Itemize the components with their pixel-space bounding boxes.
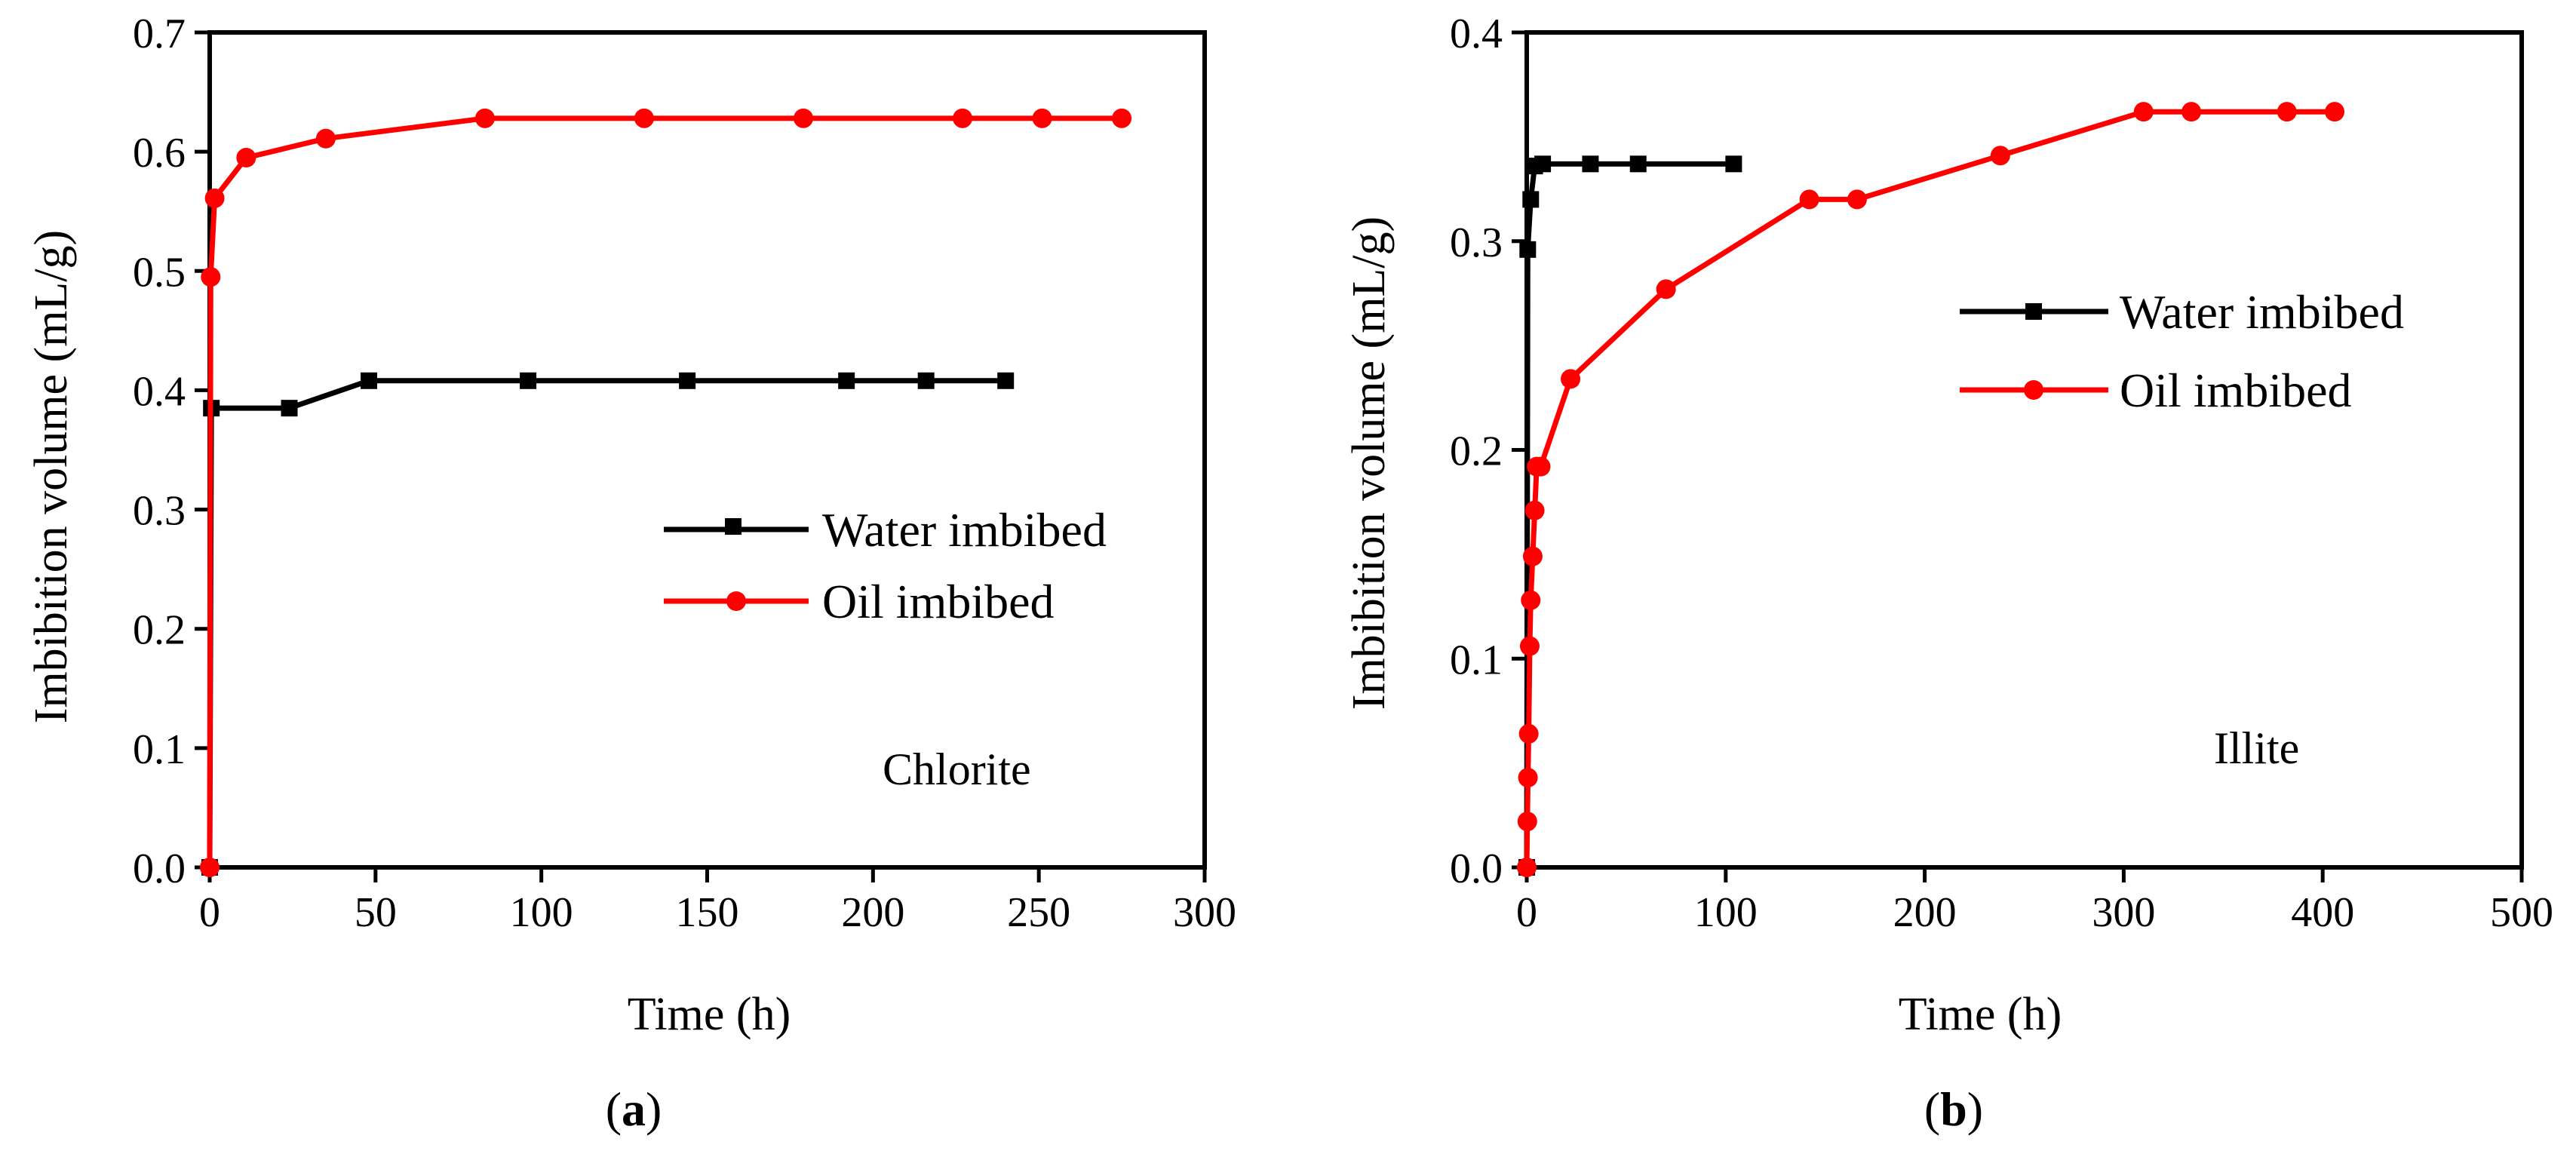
data-point-water-imbibed <box>1522 191 1540 208</box>
data-point-oil-imbibed <box>1518 767 1538 787</box>
data-point-oil-imbibed <box>794 108 814 128</box>
x-axis-title: Time (h) <box>1899 989 2062 1040</box>
x-tick-label: 150 <box>676 889 739 936</box>
x-tick-label: 250 <box>1007 889 1070 936</box>
data-point-oil-imbibed <box>201 267 221 287</box>
data-point-oil-imbibed <box>1032 108 1052 128</box>
x-tick-label: 0 <box>1516 889 1537 936</box>
legend-marker-oil <box>2024 380 2043 400</box>
y-tick-label: 0.4 <box>1450 11 1503 57</box>
data-point-oil-imbibed <box>2133 102 2154 122</box>
data-point-water-imbibed <box>361 372 378 389</box>
panel-label-letter: b <box>1940 1082 1967 1136</box>
legend-marker-water <box>725 518 741 535</box>
legend-marker-water <box>2025 303 2042 320</box>
data-point-water-imbibed <box>520 372 537 389</box>
data-point-water-imbibed <box>1519 241 1537 258</box>
data-point-oil-imbibed <box>634 108 654 128</box>
x-tick-label: 0 <box>199 889 220 936</box>
plot-frame <box>207 30 1207 870</box>
panel-label-close: ) <box>1967 1082 1983 1136</box>
legend-label-oil: Oil imbibed <box>2120 364 2352 417</box>
panel-label-letter: a <box>622 1082 646 1136</box>
data-point-oil-imbibed <box>2325 102 2345 122</box>
legend-label-water: Water imbibed <box>2120 285 2404 339</box>
legend: Water imbibed Oil imbibed <box>1960 285 2404 417</box>
data-point-oil-imbibed <box>1656 279 1676 299</box>
data-point-oil-imbibed <box>1847 189 1867 210</box>
legend-marker-oil <box>726 591 746 611</box>
y-tick-label: 0.0 <box>1450 846 1503 892</box>
x-tick-label: 500 <box>2490 889 2553 936</box>
y-axis-title: Imbibition volume (mL/g) <box>1343 216 1395 710</box>
data-point-water-imbibed <box>1582 155 1599 173</box>
legend-label-oil: Oil imbibed <box>822 575 1055 628</box>
y-tick-label: 0.5 <box>133 249 186 296</box>
data-point-oil-imbibed <box>1524 500 1545 520</box>
panel-label: (b) <box>1924 1082 1983 1136</box>
y-tick-label: 0.7 <box>133 11 186 57</box>
x-tick-label: 300 <box>2092 889 2155 936</box>
legend-label-water: Water imbibed <box>822 503 1107 557</box>
x-tick-label: 300 <box>1173 889 1236 936</box>
x-tick-label: 400 <box>2291 889 2354 936</box>
data-point-water-imbibed <box>281 400 298 417</box>
data-point-water-imbibed <box>679 372 696 389</box>
data-point-oil-imbibed <box>474 108 495 128</box>
data-point-oil-imbibed <box>236 148 256 168</box>
panel-label: (a) <box>606 1082 662 1136</box>
x-tick-label: 50 <box>355 889 397 936</box>
annotation-mineral: Chlorite <box>883 744 1031 794</box>
data-point-water-imbibed <box>1725 155 1742 173</box>
data-point-water-imbibed <box>1629 155 1647 173</box>
data-point-oil-imbibed <box>1521 590 1541 610</box>
data-point-oil-imbibed <box>315 128 336 149</box>
series-line-water-imbibed <box>1524 161 1734 868</box>
panel-label-close: ) <box>646 1082 662 1136</box>
data-point-oil-imbibed <box>2277 102 2297 122</box>
y-tick-label: 0.0 <box>133 846 186 892</box>
data-point-oil-imbibed <box>1990 146 2010 166</box>
y-tick-label: 0.1 <box>1450 637 1503 683</box>
annotation-mineral: Illite <box>2214 723 2299 773</box>
legend: Water imbibed Oil imbibed <box>664 503 1107 628</box>
data-point-oil-imbibed <box>953 108 973 128</box>
chart-panel-a: Imbibition volume (mL/g) Time (h) Chlori… <box>26 11 1236 1136</box>
x-tick-label: 100 <box>1694 889 1758 936</box>
data-point-water-imbibed <box>1534 155 1552 173</box>
data-point-oil-imbibed <box>1112 108 1132 128</box>
data-point-oil-imbibed <box>1531 456 1551 477</box>
data-point-water-imbibed <box>917 372 935 389</box>
x-tick-label: 100 <box>510 889 573 936</box>
panel-label-open: ( <box>1924 1082 1940 1136</box>
data-point-oil-imbibed <box>1517 858 1537 877</box>
data-point-oil-imbibed <box>200 858 220 877</box>
y-tick-label: 0.2 <box>1450 428 1503 475</box>
data-point-oil-imbibed <box>1799 189 1819 210</box>
y-tick-label: 0.4 <box>133 368 186 415</box>
y-tick-label: 0.1 <box>133 726 186 773</box>
data-point-oil-imbibed <box>1517 812 1537 832</box>
x-axis-title: Time (h) <box>628 989 791 1040</box>
y-tick-label: 0.3 <box>1450 219 1503 266</box>
y-tick-label: 0.3 <box>133 488 186 535</box>
data-point-oil-imbibed <box>1522 546 1543 566</box>
y-tick-label: 0.2 <box>133 607 186 654</box>
data-point-water-imbibed <box>997 372 1015 389</box>
data-point-oil-imbibed <box>1519 636 1540 656</box>
data-point-water-imbibed <box>838 372 855 389</box>
x-tick-label: 200 <box>1893 889 1957 936</box>
y-tick-label: 0.6 <box>133 130 186 176</box>
x-tick-label: 200 <box>841 889 904 936</box>
y-axis-title: Imbibition volume (mL/g) <box>26 230 77 723</box>
data-point-oil-imbibed <box>204 188 225 208</box>
plot-frame <box>1524 30 2524 870</box>
data-point-oil-imbibed <box>1518 723 1539 744</box>
data-point-oil-imbibed <box>1561 369 1581 389</box>
data-point-oil-imbibed <box>2181 102 2202 122</box>
panel-label-open: ( <box>606 1082 622 1136</box>
chart-panel-b: Imbibition volume (mL/g) Time (h) Illite… <box>1343 11 2553 1136</box>
